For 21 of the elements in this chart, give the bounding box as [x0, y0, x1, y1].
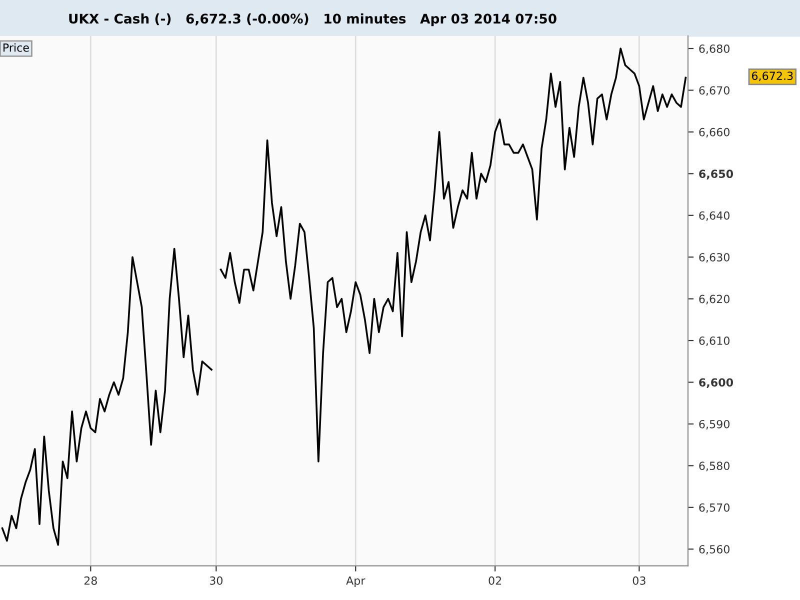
- x-tick-label: 02: [488, 576, 502, 585]
- y-tick-label: 6,640: [699, 211, 730, 221]
- annotation: Price: [3, 43, 29, 52]
- x-tick-label: Apr: [346, 576, 366, 587]
- y-tick-label: 6,600: [699, 378, 734, 388]
- chart-title: UKX - Cash (-) 6,672.3 (-0.00%) 10 minutes Apr 03 2014 07:50: [69, 13, 556, 26]
- x-tick-label: 30: [210, 576, 222, 585]
- y-tick-label: 6,630: [699, 253, 730, 263]
- text: 6,672.3: [752, 72, 793, 82]
- y-tick-label: 6,650: [699, 170, 734, 180]
- y-tick-label: 6,680: [699, 44, 730, 54]
- y-tick-label: 6,670: [699, 86, 730, 96]
- x-tick-label: 28: [84, 576, 97, 585]
- y-tick-label: 6,660: [699, 128, 730, 138]
- y-tick-label: 6,620: [699, 294, 730, 304]
- x-tick-label: 03: [632, 576, 646, 585]
- y-tick-label: 6,570: [699, 503, 730, 513]
- y-tick-label: 6,610: [699, 336, 730, 346]
- y-tick-label: 6,590: [699, 420, 730, 430]
- y-tick-label: 6,560: [699, 545, 730, 555]
- y-tick-label: 6,580: [699, 462, 730, 472]
